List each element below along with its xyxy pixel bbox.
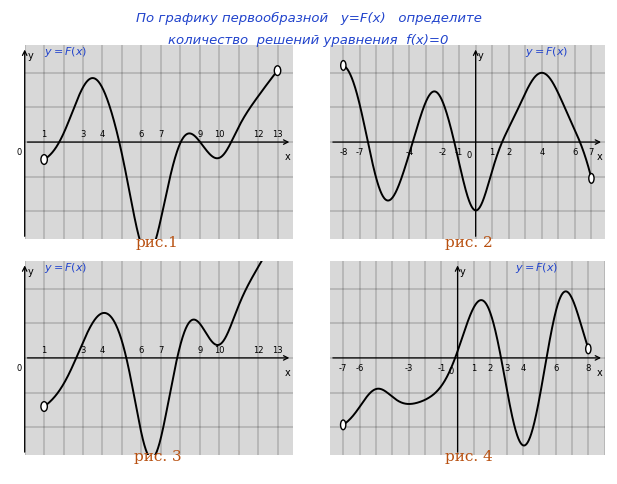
Text: 0: 0 [17,363,22,372]
Text: 12: 12 [253,345,263,354]
Ellipse shape [275,67,281,76]
Text: 6: 6 [139,130,144,138]
Text: рис. 2: рис. 2 [445,236,493,250]
Ellipse shape [41,155,48,165]
Text: рис. 4: рис. 4 [445,449,493,463]
Text: 10: 10 [214,130,225,138]
Text: y: y [460,267,466,276]
Text: 6: 6 [139,345,144,354]
Text: 9: 9 [197,345,202,354]
Text: 4: 4 [520,363,526,372]
Text: 1: 1 [41,130,47,138]
Text: y: y [478,51,484,61]
Text: 3: 3 [80,345,86,354]
Text: 8: 8 [586,363,591,372]
Text: x: x [597,367,603,377]
Text: 4: 4 [539,148,544,157]
Text: рис.1: рис.1 [136,236,179,250]
Text: y: y [28,267,33,276]
Text: -8: -8 [339,148,347,157]
Ellipse shape [41,402,48,411]
Text: 6: 6 [572,148,578,157]
Text: x: x [284,151,290,161]
Text: -3: -3 [404,363,413,372]
Text: 13: 13 [272,130,283,138]
Text: 9: 9 [197,130,202,138]
Text: 13: 13 [272,345,283,354]
Text: -7: -7 [339,363,347,372]
Text: 0: 0 [466,151,471,159]
Text: -7: -7 [355,148,364,157]
Text: 2: 2 [506,148,511,157]
Ellipse shape [341,420,346,430]
Text: 12: 12 [253,130,263,138]
Text: $y = F(x)$: $y = F(x)$ [44,45,88,59]
Text: $y = F(x)$: $y = F(x)$ [525,45,568,59]
Text: 7: 7 [158,130,164,138]
Text: x: x [597,151,603,161]
Text: -6: -6 [355,363,363,372]
Text: x: x [284,367,290,377]
Text: 1: 1 [489,148,495,157]
Text: 0: 0 [17,148,22,157]
Text: 3: 3 [504,363,509,372]
Text: -4: -4 [405,148,413,157]
Ellipse shape [589,174,594,184]
Text: 4: 4 [100,130,105,138]
Text: -1: -1 [437,363,445,372]
Text: рис. 3: рис. 3 [133,449,181,463]
Text: 3: 3 [80,130,86,138]
Text: 2: 2 [487,363,493,372]
Text: 10: 10 [214,345,225,354]
Text: $y = F(x)$: $y = F(x)$ [515,260,558,274]
Text: По графику первообразной   y=F(x)   определите: По графику первообразной y=F(x) определи… [136,12,481,25]
Text: -2: -2 [439,148,447,157]
Text: 7: 7 [158,345,164,354]
Ellipse shape [341,61,346,71]
Text: количество  решений уравнения  f(x)=0: количество решений уравнения f(x)=0 [168,34,449,47]
Text: 1: 1 [41,345,47,354]
Ellipse shape [586,344,591,354]
Text: -1: -1 [455,148,463,157]
Ellipse shape [275,229,281,239]
Text: $y = F(x)$: $y = F(x)$ [44,260,88,274]
Text: y: y [28,51,33,61]
Text: 1: 1 [471,363,476,372]
Text: 7: 7 [589,148,594,157]
Text: 0: 0 [448,366,453,375]
Text: 6: 6 [553,363,558,372]
Text: 4: 4 [100,345,105,354]
